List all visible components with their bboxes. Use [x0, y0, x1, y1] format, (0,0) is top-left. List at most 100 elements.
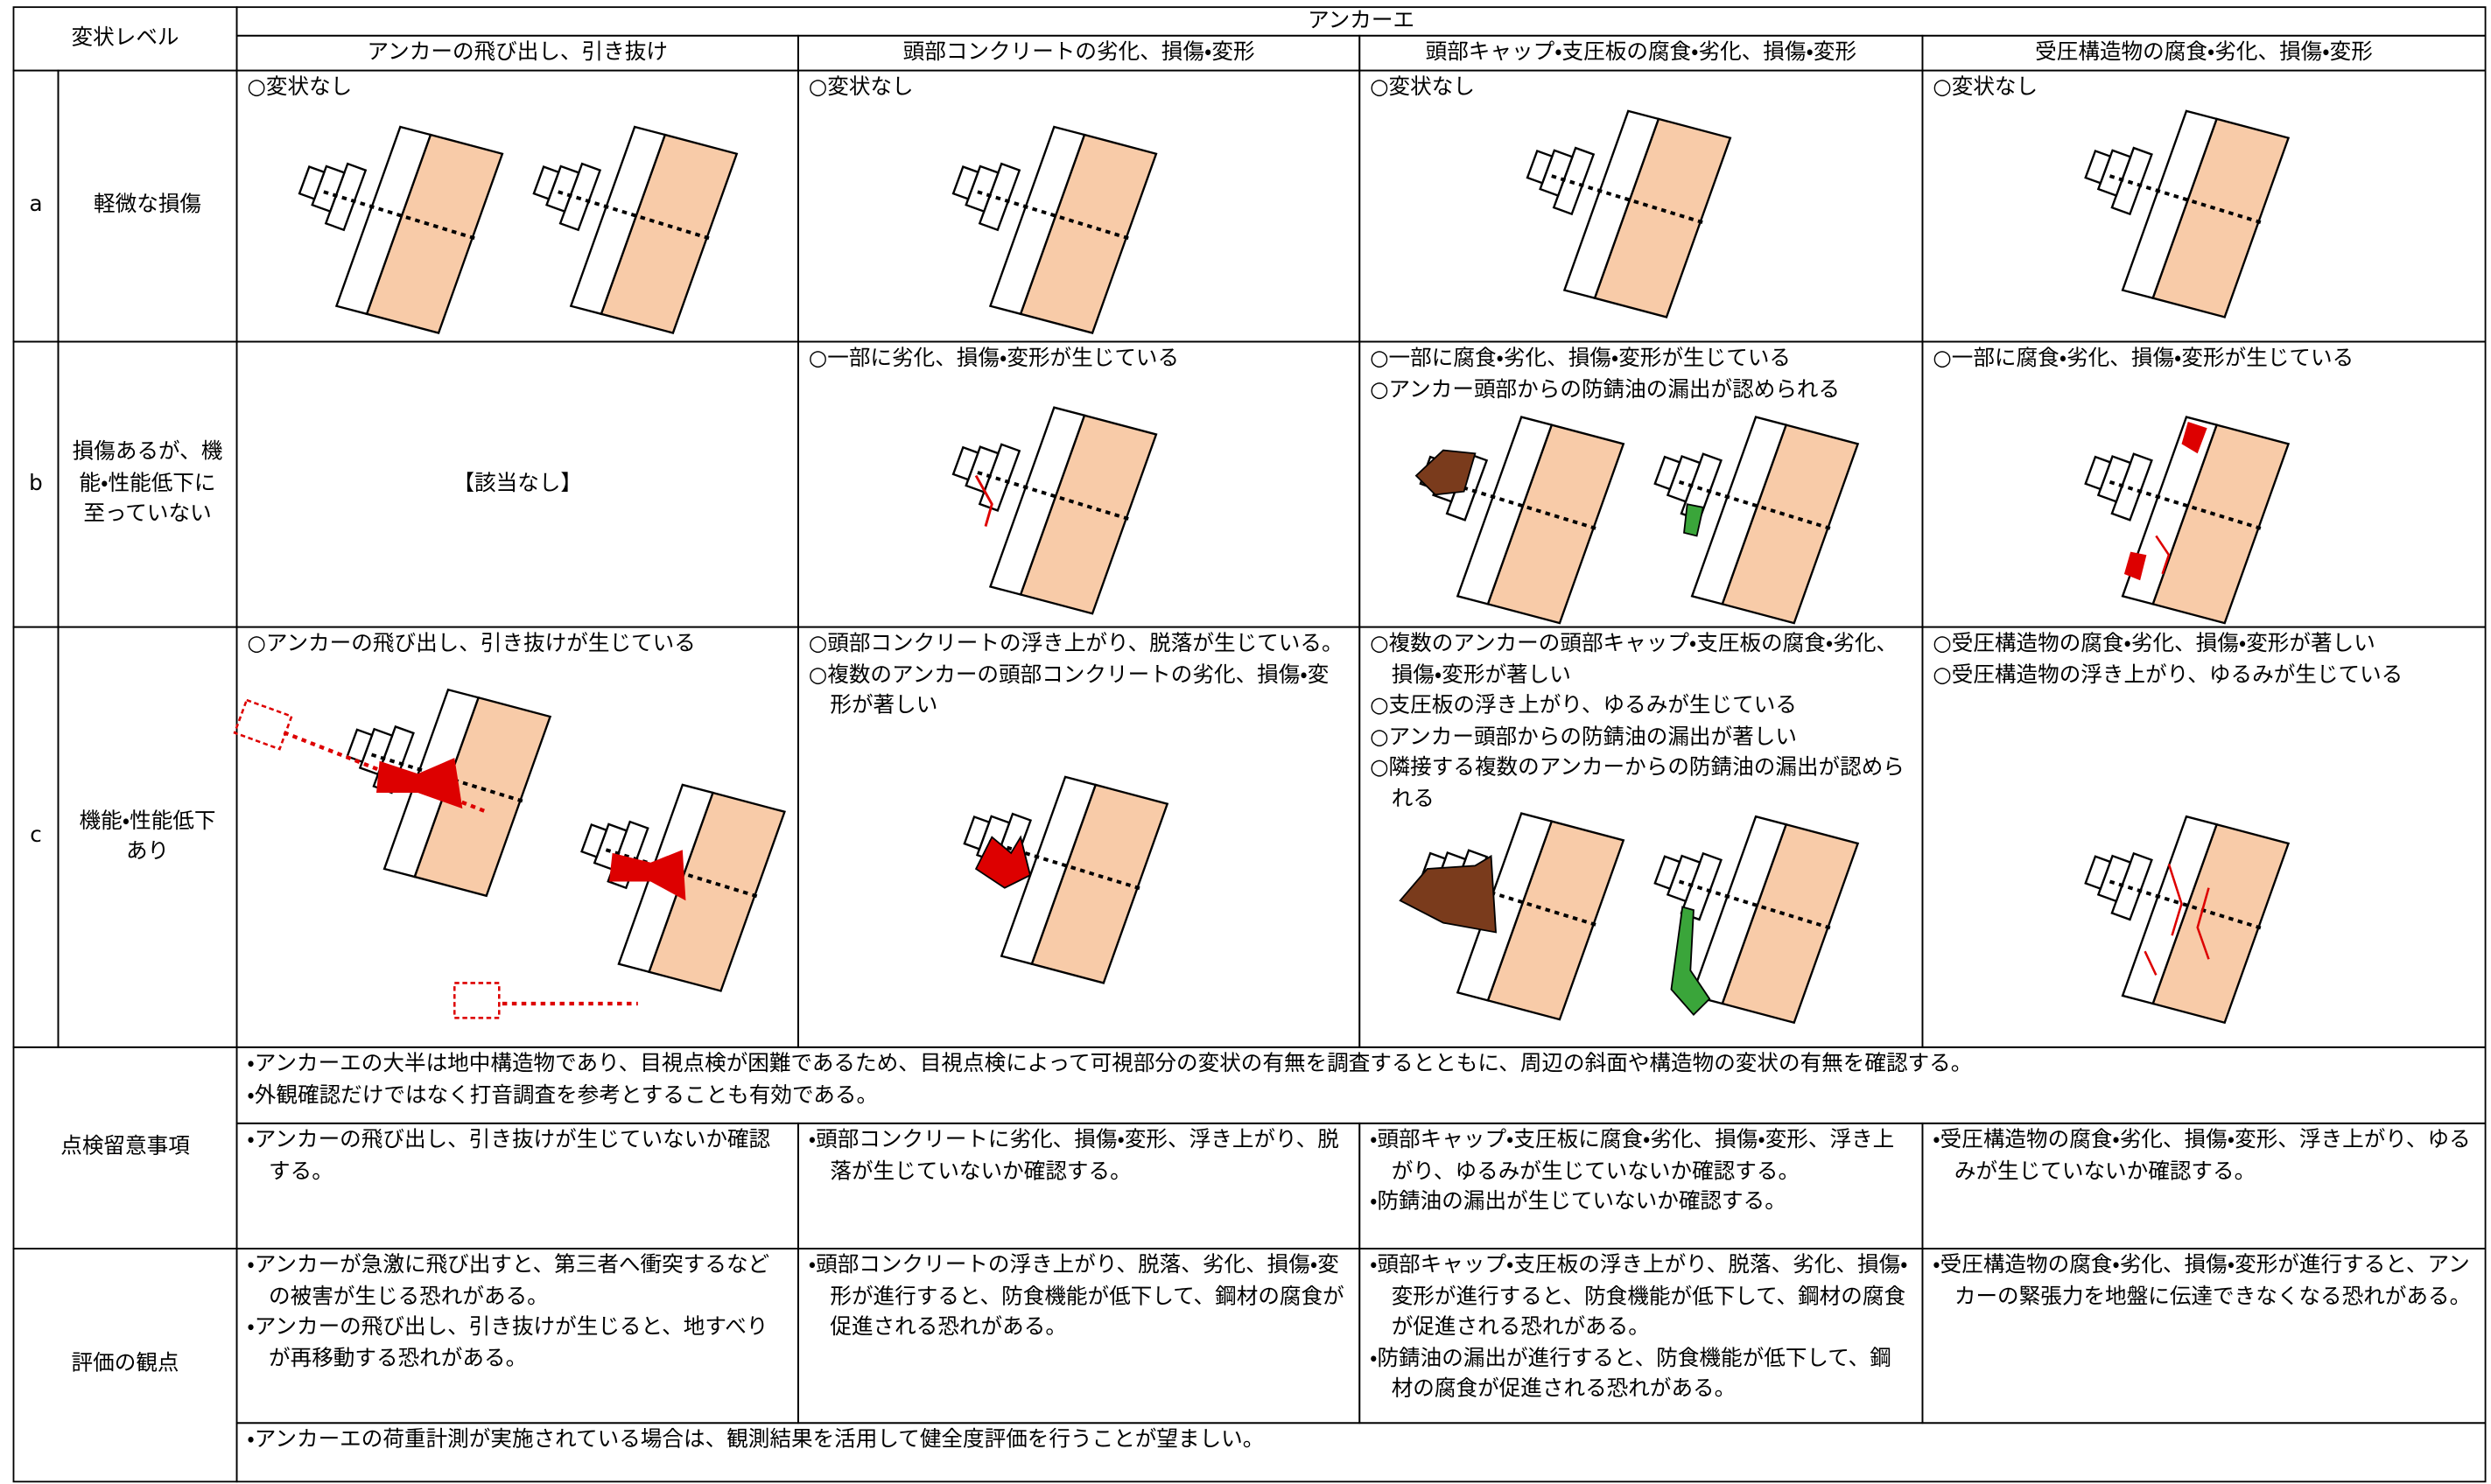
text-list: ・頭部コンクリートに劣化、損傷・変形、浮き上がり、脱落が生じていないか確認する。	[809, 1126, 1350, 1188]
condition-cell: ○一部に劣化、損傷・変形が生じている	[797, 340, 1361, 628]
condition-cell: ○変状なし	[235, 69, 799, 343]
list-item: ・外観確認だけではなく打音調査を参考とすることも有効である。	[247, 1082, 879, 1108]
evaluation-cell: ・アンカーが急激に飛び出すと、第三者へ衝突するなどの被害が生じる恐れがある。 ・ア…	[235, 1248, 799, 1424]
list-item: ・アンカーの飛び出し、引き抜けが生じると、地すべりが再移動する恐れがある。	[247, 1314, 768, 1371]
text-list: ○受圧構造物の腐食・劣化、損傷・変形が著しい ○受圧構造物の浮き上がり、ゆるみが生…	[1933, 629, 2474, 691]
header-text: 頭部キャップ・支圧板の腐食・劣化、損傷・変形	[1425, 38, 1857, 65]
list-item: ○支圧板の浮き上がり、ゆるみが生じている	[1370, 692, 1797, 718]
condition-cell: ○一部に腐食・劣化、損傷・変形が生じている	[1921, 340, 2487, 628]
list-item: ○複数のアンカーの頭部コンクリートの劣化、損傷・変形が著しい	[808, 662, 1330, 718]
text-list: ○アンカーの飛び出し、引き抜けが生じている	[247, 629, 788, 660]
column-header: アンカーの飛び出し、引き抜け	[235, 34, 799, 72]
text-list: ○変状なし	[1370, 73, 1912, 103]
header-text: アンカーの飛び出し、引き抜け	[367, 38, 668, 65]
list-item: ○アンカーの飛び出し、引き抜けが生じている	[247, 631, 696, 657]
list-item: ○一部に腐食・劣化、損傷・変形が生じている	[1933, 346, 2354, 372]
list-item: ○一部に劣化、損傷・変形が生じている	[808, 346, 1180, 372]
text-list: ・頭部キャップ・支圧板の浮き上がり、脱落、劣化、損傷・変形が進行すると、防食機能…	[1370, 1251, 1912, 1406]
list-item: ○複数のアンカーの頭部キャップ・支圧板の腐食・劣化、損傷・変形が著しい	[1370, 631, 1898, 688]
text-list: ・頭部コンクリートの浮き上がり、脱落、劣化、損傷・変形が進行すると、防食機能が低…	[809, 1251, 1350, 1344]
list-item: 【該当なし】	[453, 470, 583, 496]
text-list: ・アンカーエの荷重計測が実施されている場合は、観測結果を活用して健全度評価を行う…	[247, 1425, 2474, 1456]
text-list: ・アンカーの飛び出し、引き抜けが生じていないか確認する。	[247, 1126, 788, 1188]
section-label: 点検留意事項	[60, 1134, 190, 1160]
list-item: ・アンカーの飛び出し、引き抜けが生じていないか確認する。	[247, 1127, 771, 1184]
list-item: ・受圧構造物の腐食・劣化、損傷・変形が進行すると、アンカーの緊張力を地盤に伝達で…	[1933, 1252, 2472, 1309]
header-text: アンカーエ	[1308, 7, 1415, 33]
evaluation-cell: ・頭部コンクリートの浮き上がり、脱落、劣化、損傷・変形が進行すると、防食機能が低…	[797, 1248, 1361, 1424]
level-code: a	[12, 69, 60, 343]
condition-cell: ○頭部コンクリートの浮き上がり、脱落が生じている。 ○複数のアンカーの頭部コンクリ…	[797, 626, 1361, 1048]
list-item: ・頭部キャップ・支圧板の浮き上がり、脱落、劣化、損傷・変形が進行すると、防食機能…	[1370, 1252, 1908, 1340]
text-list: ・アンカーが急激に飛び出すと、第三者へ衝突するなどの被害が生じる恐れがある。 ・ア…	[247, 1251, 788, 1375]
text-list: ・頭部キャップ・支圧板に腐食・劣化、損傷・変形、浮き上がり、ゆるみが生じていない…	[1370, 1126, 1912, 1219]
header-level: 変状レベル	[12, 6, 238, 72]
list-item: ○隣接する複数のアンカーからの防錆油の漏出が認められる	[1370, 754, 1905, 811]
text-list: ○変状なし	[247, 73, 788, 103]
section-label: 評価の観点	[71, 1351, 179, 1377]
list-item: ○一部に腐食・劣化、損傷・変形が生じている	[1370, 346, 1792, 372]
list-item: ・頭部キャップ・支圧板に腐食・劣化、損傷・変形、浮き上がり、ゆるみが生じていない…	[1370, 1127, 1895, 1184]
evaluation-cell: ・頭部キャップ・支圧板の浮き上がり、脱落、劣化、損傷・変形が進行すると、防食機能…	[1358, 1248, 1924, 1424]
column-header: 頭部コンクリートの劣化、損傷・変形	[797, 34, 1361, 72]
list-item: ○受圧構造物の腐食・劣化、損傷・変形が著しい	[1933, 631, 2375, 657]
inspection-label: 点検留意事項	[12, 1046, 238, 1250]
column-header: 頭部キャップ・支圧板の腐食・劣化、損傷・変形	[1358, 34, 1924, 72]
text-list: ○一部に劣化、損傷・変形が生じている	[809, 344, 1350, 374]
header-text: 受圧構造物の腐食・劣化、損傷・変形	[2035, 38, 2373, 65]
condition-cell: ○変状なし	[1358, 69, 1924, 343]
level-description: 機能・性能低下あり	[57, 626, 238, 1048]
level-text: 損傷あるが、機能・性能低下に至っていない	[72, 439, 223, 528]
list-item: ・受圧構造物の腐食・劣化、損傷・変形、浮き上がり、ゆるみが生じていないか確認する…	[1933, 1127, 2471, 1184]
list-item: ○アンカー頭部からの防錆油の漏出が著しい	[1370, 724, 1797, 750]
list-item: ・アンカーエの荷重計測が実施されている場合は、観測結果を活用して健全度評価を行う…	[247, 1426, 1265, 1452]
list-item: ○変状なし	[808, 74, 914, 101]
list-item: ・アンカーエの大半は地中構造物であり、目視点検が困難であるため、目視点検によって…	[247, 1051, 1973, 1077]
list-item: ・防錆油の漏出が生じていないか確認する。	[1370, 1189, 1786, 1214]
list-item: ・頭部コンクリートに劣化、損傷・変形、浮き上がり、脱落が生じていないか確認する。	[808, 1127, 1339, 1184]
text-list: 【該当なし】	[453, 469, 582, 500]
level-code: b	[12, 340, 60, 628]
level-text: 軽微な損傷	[94, 192, 202, 218]
inspection-cell: ・頭部キャップ・支圧板に腐食・劣化、損傷・変形、浮き上がり、ゆるみが生じていない…	[1358, 1122, 1924, 1250]
condition-cell: ○受圧構造物の腐食・劣化、損傷・変形が著しい ○受圧構造物の浮き上がり、ゆるみが生…	[1921, 626, 2487, 1048]
header-text: 頭部コンクリートの劣化、損傷・変形	[902, 38, 1255, 65]
list-item: ・防錆油の漏出が進行すると、防食機能が低下して、鋼材の腐食が促進される恐れがある…	[1370, 1345, 1891, 1402]
header-text: 変状レベル	[71, 24, 179, 51]
level-description: 損傷あるが、機能・性能低下に至っていない	[57, 340, 238, 628]
text-list: ・受圧構造物の腐食・劣化、損傷・変形、浮き上がり、ゆるみが生じていないか確認する…	[1933, 1126, 2474, 1188]
level-text: 機能・性能低下あり	[79, 808, 216, 864]
level-text: a	[29, 192, 43, 218]
text-list: ○頭部コンクリートの浮き上がり、脱落が生じている。 ○複数のアンカーの頭部コンクリ…	[809, 629, 1350, 722]
condition-cell: ○変状なし	[1921, 69, 2487, 343]
inspection-cell: ・頭部コンクリートに劣化、損傷・変形、浮き上がり、脱落が生じていないか確認する。	[797, 1122, 1361, 1250]
evaluation-common: ・アンカーエの荷重計測が実施されている場合は、観測結果を活用して健全度評価を行う…	[235, 1422, 2487, 1483]
text-list: ○複数のアンカーの頭部キャップ・支圧板の腐食・劣化、損傷・変形が著しい ○支圧板の…	[1370, 629, 1912, 815]
condition-cell: ○アンカーの飛び出し、引き抜けが生じている	[235, 626, 799, 1048]
condition-cell: 【該当なし】	[235, 340, 799, 628]
list-item: ○変状なし	[1933, 74, 2038, 101]
text-list: ○変状なし	[809, 73, 1350, 103]
level-code: c	[12, 626, 60, 1048]
column-header: 受圧構造物の腐食・劣化、損傷・変形	[1921, 34, 2487, 72]
header-group: アンカーエ	[235, 6, 2487, 37]
level-text: c	[30, 822, 42, 849]
inspection-cell: ・受圧構造物の腐食・劣化、損傷・変形、浮き上がり、ゆるみが生じていないか確認する…	[1921, 1122, 2487, 1250]
condition-cell: ○変状なし	[797, 69, 1361, 343]
list-item: ・アンカーが急激に飛び出すと、第三者へ衝突するなどの被害が生じる恐れがある。	[247, 1252, 770, 1309]
level-text: b	[29, 470, 43, 496]
evaluation-label: 評価の観点	[12, 1248, 238, 1483]
condition-cell: ○一部に腐食・劣化、損傷・変形が生じている ○アンカー頭部からの防錆油の漏出が認め…	[1358, 340, 1924, 628]
list-item: ○アンカー頭部からの防錆油の漏出が認められる	[1370, 376, 1841, 402]
list-item: ○頭部コンクリートの浮き上がり、脱落が生じている。	[808, 631, 1344, 657]
text-list: ○一部に腐食・劣化、損傷・変形が生じている	[1933, 344, 2474, 374]
text-list: ・アンカーエの大半は地中構造物であり、目視点検が困難であるため、目視点検によって…	[247, 1050, 2474, 1112]
text-list: ○一部に腐食・劣化、損傷・変形が生じている ○アンカー頭部からの防錆油の漏出が認め…	[1370, 344, 1912, 406]
condition-cell: ○複数のアンカーの頭部キャップ・支圧板の腐食・劣化、損傷・変形が著しい ○支圧板の…	[1358, 626, 1924, 1048]
evaluation-cell: ・受圧構造物の腐食・劣化、損傷・変形が進行すると、アンカーの緊張力を地盤に伝達で…	[1921, 1248, 2487, 1424]
list-item: ○変状なし	[247, 74, 353, 101]
text-list: ・受圧構造物の腐食・劣化、損傷・変形が進行すると、アンカーの緊張力を地盤に伝達で…	[1933, 1251, 2474, 1313]
list-item: ○変状なし	[1370, 74, 1475, 101]
